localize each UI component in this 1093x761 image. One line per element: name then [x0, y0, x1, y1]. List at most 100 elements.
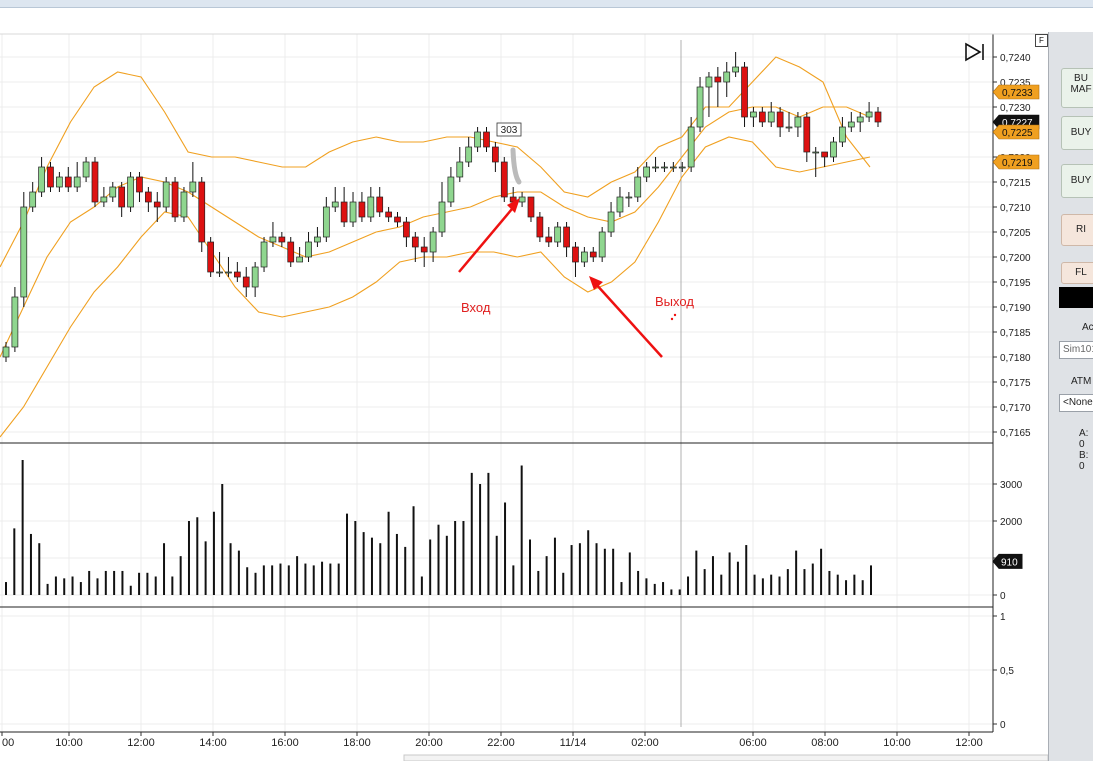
buy-stop-button[interactable]: BUY — [1061, 164, 1093, 198]
entry-label: Вход — [461, 300, 491, 315]
price-y-tick-label: 0,7165 — [1000, 428, 1031, 439]
candle-body — [847, 121, 855, 128]
chart-axes: 0,72400,72350,72300,72250,72200,72150,72… — [0, 33, 1048, 761]
f-button[interactable]: F — [1035, 34, 1048, 47]
candle-body — [216, 271, 223, 274]
x-tick-label: 12:00 — [955, 737, 983, 749]
price-marker — [992, 124, 1040, 140]
line-b-label: B: 0 — [1079, 450, 1089, 472]
price-y-tick-label: 0,7200 — [1000, 253, 1031, 264]
price-y-tick-label: 0,7195 — [1000, 278, 1031, 289]
candle-body — [474, 131, 481, 148]
bollinger-lower-line — [0, 136, 871, 438]
candle-body — [367, 196, 375, 218]
candle-body — [171, 181, 179, 218]
chart-canvas[interactable]: 0,72400,72350,72300,72250,72200,72150,72… — [0, 0, 1048, 761]
x-tick-label: 08:00 — [811, 737, 839, 749]
window-top-bar — [0, 0, 1093, 8]
candle-body — [714, 76, 722, 83]
candle-body — [385, 211, 392, 218]
exit-arrow-line — [594, 282, 663, 358]
candle-body — [554, 226, 562, 243]
indicator-y-tick-label: 0,5 — [1000, 666, 1014, 677]
candle-body — [411, 236, 419, 248]
candle-body — [322, 206, 330, 238]
exit-arrowhead — [589, 276, 603, 290]
price-y-tick-label: 0,7205 — [1000, 228, 1031, 239]
candle-body — [652, 166, 659, 169]
candle-body — [678, 166, 686, 169]
candle-body — [91, 161, 99, 203]
candle-body — [269, 236, 277, 243]
candle-body — [100, 196, 108, 203]
price-y-tick-label: 0,7235 — [1000, 78, 1031, 89]
highlight-stroke — [510, 147, 522, 185]
candle-body — [839, 126, 846, 143]
price-y-tick-label: 0,7175 — [1000, 378, 1031, 389]
buy-market-button[interactable]: BU MAF — [1061, 68, 1093, 108]
candle-body — [29, 191, 37, 208]
callout-box — [496, 122, 522, 137]
entry-arrowhead — [507, 198, 520, 213]
candle-body — [349, 201, 357, 223]
candle-body — [429, 231, 437, 253]
bollinger-middle-line — [0, 106, 871, 358]
candle-body — [64, 176, 72, 188]
price-y-tick-label: 0,7210 — [1000, 203, 1031, 214]
candle-body — [607, 211, 615, 233]
candle-body — [403, 221, 410, 238]
candle-body — [776, 111, 784, 128]
candle-body — [696, 86, 704, 128]
volume-y-tick-label: 2000 — [1000, 517, 1023, 528]
candle-body — [465, 146, 473, 163]
candle-body — [207, 241, 215, 273]
candle-body — [483, 131, 490, 148]
account-select[interactable]: Sim101 — [1059, 341, 1093, 359]
x-tick-label: 22:00 — [487, 737, 515, 749]
buy-limit-button[interactable]: BUY — [1061, 116, 1093, 150]
candle-body — [545, 236, 553, 243]
position-display — [1059, 287, 1093, 308]
indicator-y-tick-label: 1 — [1000, 612, 1006, 623]
candle-body — [803, 116, 811, 153]
candle-body — [109, 186, 117, 198]
candle-body — [830, 141, 837, 158]
price-y-tick-label: 0,7180 — [1000, 353, 1031, 364]
candle-body — [865, 111, 873, 118]
price-y-tick-label: 0,7240 — [1000, 53, 1031, 64]
candle-body — [47, 166, 54, 188]
candle-body — [198, 181, 206, 243]
atm-strategy-select[interactable]: <None — [1059, 394, 1093, 412]
flatten-button[interactable]: FL — [1061, 262, 1093, 284]
x-tick-label: 12:00 — [127, 737, 155, 749]
exit-label: Выход — [655, 294, 694, 309]
scroll-to-end-icon[interactable] — [964, 42, 986, 62]
candle-body — [162, 181, 170, 208]
candle-body — [376, 196, 384, 213]
price-y-tick-label: 0,7215 — [1000, 178, 1031, 189]
candle-body — [625, 196, 633, 199]
candle-body — [447, 176, 455, 203]
candle-body — [56, 176, 63, 188]
candle-body — [82, 161, 90, 178]
volume-marker-label: 910 — [1001, 557, 1018, 568]
candle-body — [314, 236, 321, 243]
candle-body — [563, 226, 570, 248]
annotation-dot — [670, 317, 674, 321]
candle-body — [812, 151, 820, 154]
volume-y-tick-label: 0 — [1000, 591, 1006, 602]
candle-body — [340, 201, 348, 223]
reverse-button[interactable]: RI — [1061, 214, 1093, 246]
x-tick-label: 10:00 — [55, 737, 83, 749]
candle-body — [767, 111, 775, 123]
candle-body — [661, 166, 668, 169]
candle-body — [723, 71, 731, 83]
price-y-tick-label: 0,7170 — [1000, 403, 1031, 414]
candle-body — [492, 146, 499, 163]
candle-body — [11, 296, 19, 348]
volume-bars — [5, 459, 872, 595]
atm-label: ATM — [1071, 376, 1092, 387]
candle-body — [358, 201, 366, 218]
account-label: Ac — [1082, 322, 1093, 333]
candle-body — [518, 196, 526, 203]
